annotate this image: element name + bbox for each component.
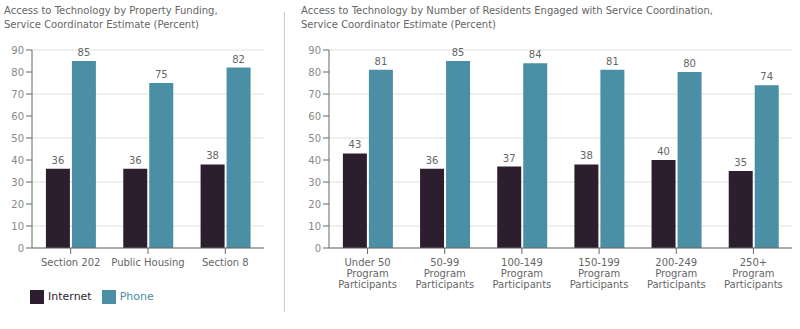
svg-text:Public Housing: Public Housing	[111, 257, 184, 268]
svg-text:85: 85	[452, 47, 465, 58]
svg-text:Section 8: Section 8	[202, 257, 249, 268]
svg-text:38: 38	[206, 150, 219, 161]
svg-text:20: 20	[11, 199, 24, 210]
svg-text:70: 70	[11, 89, 24, 100]
svg-text:0: 0	[18, 243, 24, 254]
svg-text:250+ProgramParticipants: 250+ProgramParticipants	[724, 257, 783, 290]
svg-text:40: 40	[11, 155, 24, 166]
svg-text:50: 50	[11, 133, 24, 144]
svg-text:Under 50ProgramParticipants: Under 50ProgramParticipants	[338, 257, 397, 290]
svg-text:37: 37	[503, 153, 516, 164]
svg-text:36: 36	[129, 155, 142, 166]
svg-text:36: 36	[52, 155, 65, 166]
svg-text:80: 80	[308, 67, 321, 78]
svg-text:50: 50	[308, 133, 321, 144]
svg-text:10: 10	[11, 221, 24, 232]
html-text:Access to Technology by Number: Access to Technology by Number of Reside…	[301, 5, 713, 30]
svg-text:35: 35	[734, 157, 747, 168]
html-text:Access to Technology by Proper: Access to Technology by Property Funding…	[4, 5, 218, 30]
html-text:Phone: Phone	[119, 290, 154, 303]
svg-text:82: 82	[232, 54, 245, 65]
svg-text:10: 10	[308, 221, 321, 232]
svg-text:100-149ProgramParticipants: 100-149ProgramParticipants	[493, 257, 552, 290]
svg-text:75: 75	[155, 69, 168, 80]
svg-text:38: 38	[580, 150, 593, 161]
svg-text:81: 81	[606, 56, 619, 67]
svg-text:70: 70	[308, 89, 321, 100]
svg-text:30: 30	[11, 177, 24, 188]
svg-text:90: 90	[11, 45, 24, 56]
svg-text:80: 80	[683, 58, 696, 69]
svg-text:0: 0	[315, 243, 321, 254]
svg-text:60: 60	[11, 111, 24, 122]
svg-text:84: 84	[529, 49, 542, 60]
svg-text:80: 80	[11, 67, 24, 78]
svg-text:85: 85	[78, 47, 91, 58]
svg-text:50-99ProgramParticipants: 50-99ProgramParticipants	[415, 257, 474, 290]
html-text:Internet: Internet	[48, 290, 92, 303]
svg-text:81: 81	[375, 56, 388, 67]
svg-text:43: 43	[349, 139, 362, 150]
svg-text:60: 60	[308, 111, 321, 122]
svg-text:36: 36	[426, 155, 439, 166]
svg-text:30: 30	[308, 177, 321, 188]
svg-text:40: 40	[657, 146, 670, 157]
svg-text:150-199ProgramParticipants: 150-199ProgramParticipants	[570, 257, 629, 290]
svg-text:200-249ProgramParticipants: 200-249ProgramParticipants	[647, 257, 706, 290]
svg-text:Section 202: Section 202	[41, 257, 100, 268]
svg-text:90: 90	[308, 45, 321, 56]
svg-text:20: 20	[308, 199, 321, 210]
svg-text:40: 40	[308, 155, 321, 166]
svg-text:74: 74	[760, 71, 773, 82]
